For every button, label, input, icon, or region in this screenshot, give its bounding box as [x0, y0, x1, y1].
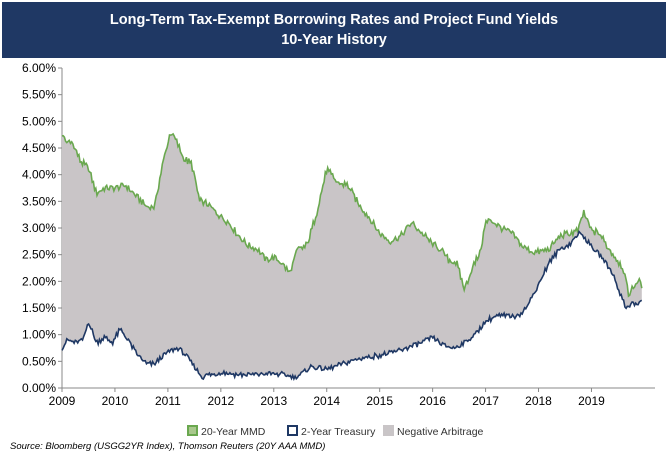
legend-label: 20-Year MMD: [201, 426, 266, 438]
legend-swatch: [187, 425, 198, 436]
chart-subtitle: 10-Year History: [281, 32, 387, 48]
y-tick-label: 2.50%: [22, 248, 56, 262]
legend-label: 2-Year Treasury: [301, 426, 376, 438]
x-tick-label: 2011: [155, 394, 181, 408]
y-tick-label: 3.50%: [22, 194, 56, 208]
x-tick-label: 2010: [102, 394, 129, 408]
y-tick-label: 4.00%: [22, 168, 56, 182]
y-tick-label: 0.50%: [22, 354, 56, 368]
x-tick-label: 2017: [472, 394, 499, 408]
x-tick-label: 2009: [49, 394, 76, 408]
x-tick-label: 2019: [578, 394, 605, 408]
y-tick-label: 5.50%: [22, 88, 56, 102]
y-tick-label: 1.50%: [22, 301, 56, 315]
y-tick-label: 6.00%: [22, 61, 56, 75]
legend-swatch: [383, 425, 394, 436]
x-tick-label: 2014: [313, 394, 340, 408]
y-tick-label: 4.50%: [22, 141, 56, 155]
series-line-20-year-mmd: [61, 132, 643, 298]
x-tick-label: 2016: [419, 394, 446, 408]
x-tick-label: 2018: [525, 394, 552, 408]
y-tick-label: 0.00%: [22, 381, 56, 395]
x-tick-label: 2012: [207, 394, 234, 408]
y-tick-label: 5.00%: [22, 114, 56, 128]
y-tick-label: 1.00%: [22, 328, 56, 342]
chart-title: Long-Term Tax-Exempt Borrowing Rates and…: [109, 12, 559, 28]
y-tick-label: 2.00%: [22, 274, 56, 288]
x-tick-label: 2015: [366, 394, 393, 408]
x-tick-label: 2013: [260, 394, 287, 408]
source-note: Source: Bloomberg (USGG2YR Index), Thoms…: [10, 441, 326, 452]
negative-arbitrage-area: [62, 133, 642, 380]
legend-label: Negative Arbitrage: [397, 426, 484, 438]
chart-title-bar: Long-Term Tax-Exempt Borrowing Rates and…: [2, 2, 666, 58]
legend-swatch: [287, 425, 298, 436]
y-tick-label: 3.00%: [22, 221, 56, 235]
series-line-2-year-treasury: [61, 230, 643, 382]
